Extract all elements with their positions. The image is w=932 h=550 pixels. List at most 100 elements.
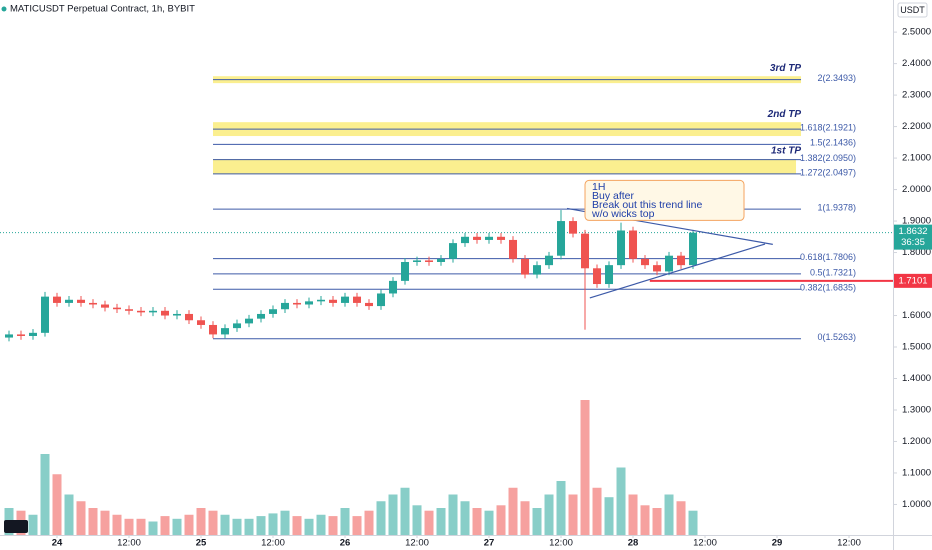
volume-bar xyxy=(124,518,134,535)
y-tick-label: 1.8000 xyxy=(902,247,931,258)
candle-body xyxy=(245,318,254,324)
x-tick-label: 12:00 xyxy=(549,538,573,549)
x-tick-label: 12:00 xyxy=(405,538,429,549)
candle-body xyxy=(557,221,566,256)
trend-line xyxy=(589,243,766,299)
annotation-text: Break out this trend line xyxy=(592,199,702,211)
x-tick-label: 24 xyxy=(52,538,63,549)
volume-bar xyxy=(52,474,62,535)
volume-bar xyxy=(460,501,470,535)
candle-body xyxy=(113,307,122,310)
candle-body xyxy=(281,302,290,310)
candle-body xyxy=(461,236,470,244)
candle-body xyxy=(149,310,158,313)
fib-label: 2(2.3493) xyxy=(817,73,856,83)
candle-body xyxy=(185,313,194,321)
volume-bar xyxy=(148,521,158,535)
y-tick-label: 2.2000 xyxy=(902,121,931,132)
volume-bar xyxy=(400,487,410,535)
candle-body xyxy=(581,233,590,269)
candle-body xyxy=(653,265,662,272)
chart-title: MATICUSDT Perpetual Contract, 1h, BYBIT xyxy=(10,4,195,15)
fib-label: 1.5(2.1436) xyxy=(810,138,856,148)
volume-bar xyxy=(100,510,110,535)
candle-body xyxy=(545,255,554,266)
candle-body xyxy=(605,265,614,285)
volume-bar xyxy=(88,508,98,535)
y-tick-label: 1.1000 xyxy=(902,467,931,478)
volume-bar xyxy=(64,494,74,535)
candle-body xyxy=(641,258,650,266)
volume-bar xyxy=(184,514,194,535)
volume-bar xyxy=(232,518,242,535)
y-tick-label: 1.5000 xyxy=(902,342,931,353)
volume-bar xyxy=(676,501,686,535)
logo xyxy=(4,520,28,533)
candle-body xyxy=(29,332,38,336)
candle-body xyxy=(389,280,398,294)
x-tick-label: 12:00 xyxy=(837,538,861,549)
volume-bar xyxy=(496,505,506,535)
volume-bar xyxy=(220,514,230,535)
tp-label: 1st TP xyxy=(771,146,801,157)
y-tick-label: 2.4000 xyxy=(902,58,931,69)
annotation-box xyxy=(584,179,745,221)
x-tick-label: 25 xyxy=(196,538,207,549)
volume-bar xyxy=(520,501,530,535)
x-tick-label: 26 xyxy=(340,538,351,549)
volume-bar xyxy=(484,510,494,535)
candle-body xyxy=(473,236,482,240)
y-tick-label: 1.0000 xyxy=(902,499,931,510)
volume-bar xyxy=(472,508,482,535)
candle-body xyxy=(329,299,338,303)
volume-bar xyxy=(628,494,638,535)
fib-label: 0.618(1.7806) xyxy=(800,252,856,262)
volume-bar xyxy=(160,516,170,535)
volume-bar xyxy=(208,510,218,535)
volume-bar xyxy=(616,467,626,535)
candle-body xyxy=(341,296,350,303)
candle-body xyxy=(437,258,446,262)
candle-body xyxy=(425,260,434,262)
fib-label: 1(1.9378) xyxy=(817,203,856,213)
fib-label: 0.5(1.7321) xyxy=(810,267,856,277)
y-tick-label: 1.6000 xyxy=(902,310,931,321)
volume-bar xyxy=(556,481,566,535)
logo-bg xyxy=(4,520,28,533)
volume-bar xyxy=(304,518,314,535)
x-tick-label: 29 xyxy=(772,538,783,549)
candle-body xyxy=(269,309,278,314)
volume-bar xyxy=(196,508,206,535)
annotation-text: Buy after xyxy=(592,190,635,202)
volume-bar xyxy=(268,513,278,535)
currency-box[interactable] xyxy=(897,2,928,18)
volume-bar xyxy=(136,518,146,535)
candle-body xyxy=(413,260,422,262)
candle-body xyxy=(497,236,506,240)
candle-body xyxy=(77,299,86,303)
annotation-text: w/o wicks top xyxy=(591,208,655,220)
candle-body xyxy=(221,328,230,335)
volume-bar xyxy=(388,494,398,535)
candle-body xyxy=(677,255,686,266)
fib-label: 1.272(2.0497) xyxy=(800,167,856,177)
candle-body xyxy=(233,323,242,329)
candle-body xyxy=(53,296,62,303)
volume-bar xyxy=(424,510,434,535)
stop-price-box xyxy=(894,273,932,288)
volume-bar xyxy=(604,497,614,535)
countdown-label: 36:35 xyxy=(901,237,925,248)
fib-label: 1.618(2.1921) xyxy=(800,122,856,132)
candle-body xyxy=(353,296,362,303)
y-tick-label: 1.2000 xyxy=(902,436,931,447)
volume-bar xyxy=(364,510,374,535)
y-tick-label: 2.3000 xyxy=(902,90,931,101)
y-tick-label: 1.3000 xyxy=(902,405,931,416)
candle-body xyxy=(137,310,146,313)
volume-bar xyxy=(652,508,662,535)
y-tick-label: 1.9000 xyxy=(902,216,931,227)
tp-label: 2nd TP xyxy=(767,109,802,120)
fib-label: 0(1.5263) xyxy=(817,332,856,342)
